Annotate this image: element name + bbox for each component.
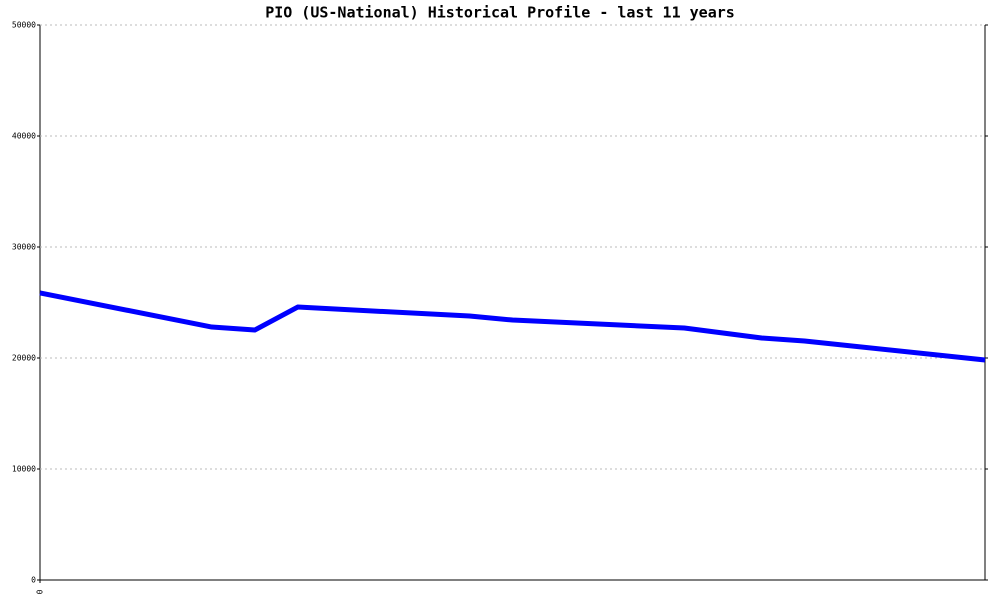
y-tick-label: 50000 xyxy=(12,21,36,30)
y-tick-label: 0 xyxy=(31,576,36,585)
y-tick-label: 40000 xyxy=(12,132,36,141)
x-tick-label: 0 xyxy=(36,589,45,594)
line-series xyxy=(39,290,986,363)
y-tick-label: 20000 xyxy=(12,354,36,363)
y-tick-label: 30000 xyxy=(12,243,36,252)
y-tick-label: 10000 xyxy=(12,465,36,474)
chart-title: PIO (US-National) Historical Profile - l… xyxy=(265,4,735,22)
